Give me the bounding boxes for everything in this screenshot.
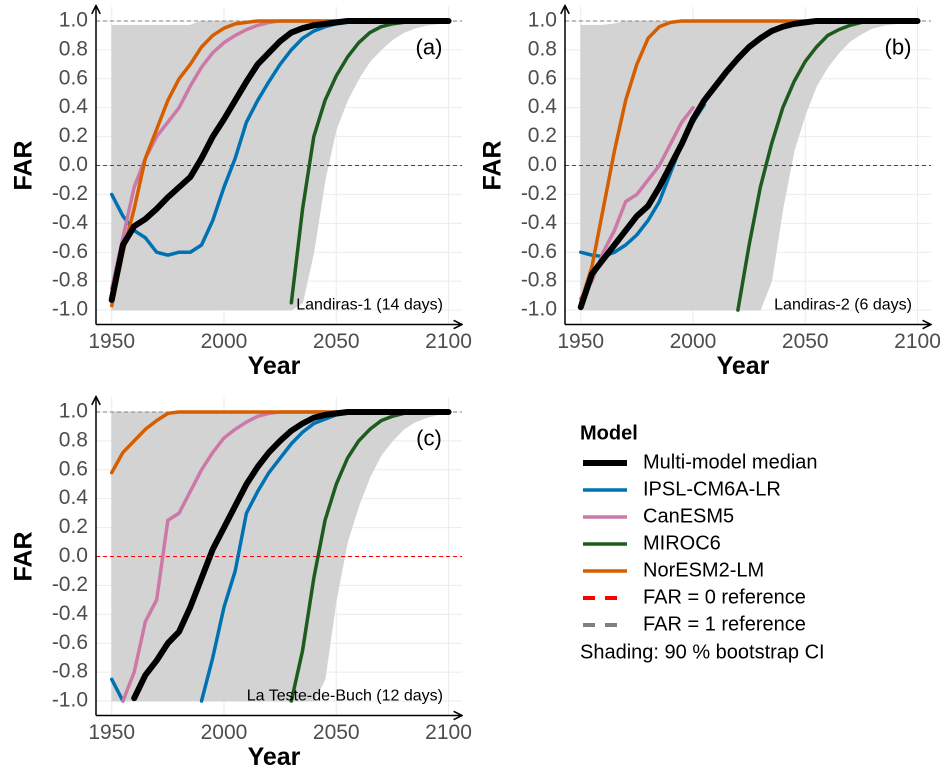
y-axis-title: FAR — [10, 141, 38, 191]
y-tick-label: -0.2 — [521, 182, 557, 205]
y-tick-label: 1.0 — [528, 9, 557, 32]
panel: 1.0 0.8 0.6 0.4 0.2 0.0 -0.2 -0.4 -0.6 -0.8 -1.019… — [10, 6, 472, 380]
y-tick-label: 0.8 — [59, 37, 88, 60]
y-tick-label: -0.6 — [52, 631, 88, 654]
legend-note: Shading: 90 % bootstrap CI — [580, 641, 825, 663]
y-tick-label: 0.2 — [59, 124, 88, 147]
ci-band — [156, 24, 169, 311]
x-tick-label: 1950 — [557, 330, 604, 353]
y-axis-title: FAR — [10, 532, 38, 582]
legend-label: IPSL-CM6A-LR — [643, 478, 781, 500]
x-tick-label: 2100 — [425, 721, 472, 744]
y-tick-label: -0.2 — [52, 182, 88, 205]
legend-title: Model — [580, 422, 638, 444]
y-tick-label: 0.0 — [59, 544, 88, 567]
y-tick-label: 0.6 — [59, 457, 88, 480]
y-tick-label: -0.8 — [52, 660, 88, 683]
x-tick-label: 2050 — [313, 330, 360, 353]
y-tick-label: -0.8 — [521, 269, 557, 292]
panel-label: (a) — [416, 34, 443, 59]
series-line — [577, 17, 921, 311]
x-tick-label: 2050 — [313, 721, 360, 744]
x-tick-label: 2100 — [425, 330, 472, 353]
panel-label: (c) — [416, 425, 442, 450]
y-tick-label: -1.0 — [521, 298, 557, 321]
x-tick-label: 1950 — [88, 721, 135, 744]
y-tick-label: 0.4 — [528, 95, 558, 118]
y-tick-label: 0.8 — [59, 428, 88, 451]
y-tick-label: -0.4 — [52, 211, 89, 234]
panel: 1.0 0.8 0.6 0.4 0.2 0.0 -0.2 -0.4 -0.6 -0.8 -1.019… — [479, 6, 941, 380]
x-axis-title: Year — [248, 743, 301, 771]
x-tick-label: 1950 — [88, 330, 135, 353]
y-tick-label: 0.4 — [59, 486, 89, 509]
y-axis-title: FAR — [479, 141, 507, 191]
y-tick-label: -0.2 — [52, 573, 88, 596]
y-tick-label: 0.6 — [528, 66, 557, 89]
panel-annotation: La Teste-de-Buch (12 days) — [247, 688, 443, 705]
y-tick-label: 0.6 — [59, 66, 88, 89]
x-tick-label: 2000 — [201, 721, 248, 744]
y-tick-label: -1.0 — [52, 298, 88, 321]
legend-label: Multi-model median — [643, 451, 818, 473]
x-tick-label: 2050 — [782, 330, 829, 353]
legend-label: FAR = 0 reference — [643, 586, 806, 608]
y-tick-label: -0.6 — [521, 240, 557, 263]
legend-label: CanESM5 — [643, 505, 734, 527]
panel-label: (b) — [885, 34, 912, 59]
ci-band — [122, 24, 135, 311]
series-line — [108, 17, 452, 303]
ci-band — [167, 24, 180, 311]
y-tick-label: 0.8 — [528, 37, 557, 60]
legend-label: NorESM2-LM — [643, 559, 764, 581]
x-tick-label: 2000 — [201, 330, 248, 353]
y-tick-label: 0.0 — [528, 153, 557, 176]
y-tick-label: 0.2 — [59, 515, 88, 538]
x-tick-label: 2000 — [670, 330, 717, 353]
x-tick-label: 2100 — [894, 330, 941, 353]
y-tick-label: -0.4 — [52, 602, 89, 625]
y-tick-label: 0.0 — [59, 153, 88, 176]
y-tick-label: 0.2 — [528, 124, 557, 147]
y-tick-label: -1.0 — [52, 689, 88, 712]
ci-band — [144, 24, 158, 311]
y-tick-label: -0.4 — [521, 211, 558, 234]
x-axis-title: Year — [248, 352, 301, 380]
y-tick-label: 1.0 — [59, 9, 88, 32]
y-tick-label: 0.4 — [59, 95, 89, 118]
series-line — [131, 408, 452, 702]
panel: 1.0 0.8 0.6 0.4 0.2 0.0 -0.2 -0.4 -0.6 -0.8 -1.019… — [10, 397, 472, 771]
legend-label: MIROC6 — [643, 532, 721, 554]
panel-annotation: Landiras-2 (6 days) — [774, 297, 912, 314]
y-tick-label: 1.0 — [59, 400, 88, 423]
panel-annotation: Landiras-1 (14 days) — [296, 297, 443, 314]
y-tick-label: -0.8 — [52, 269, 88, 292]
y-tick-label: -0.6 — [52, 240, 88, 263]
x-axis-title: Year — [717, 352, 770, 380]
legend-label: FAR = 1 reference — [643, 613, 806, 635]
